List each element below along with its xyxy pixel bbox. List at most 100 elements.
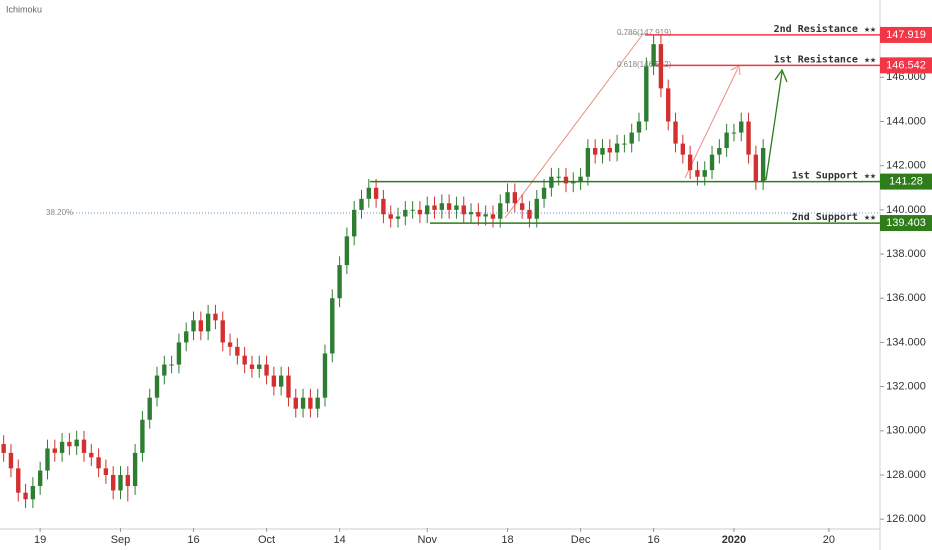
candle-body: [162, 364, 167, 376]
y-tick-label: 128.000: [886, 469, 926, 481]
candle-body: [629, 132, 634, 144]
candle-body: [680, 143, 686, 155]
fib-label: 0.618(146.542): [617, 60, 672, 69]
candle-body: [622, 143, 627, 145]
candle-body: [614, 143, 620, 153]
candle-body: [739, 121, 744, 133]
candle-body: [220, 320, 225, 343]
price-tag-label: 147.919: [886, 29, 926, 41]
candle-body: [410, 209, 415, 211]
level-label: 2nd Support ★★: [792, 212, 876, 223]
x-tick-label: 16: [187, 534, 199, 546]
candle-body: [468, 212, 474, 215]
x-tick-label: Oct: [258, 534, 275, 546]
level-label: 2nd Resistance ★★: [774, 23, 876, 35]
candle-body: [271, 375, 277, 387]
price-tag-label: 141.28: [889, 176, 923, 188]
y-tick-label: 138.000: [886, 248, 926, 260]
candle-body: [191, 320, 196, 332]
candle-body: [563, 176, 569, 184]
y-tick-label: 134.000: [886, 336, 926, 348]
x-tick-label: 19: [34, 534, 46, 546]
candle-body: [45, 448, 50, 471]
candle-body: [52, 448, 57, 453]
candle-body: [505, 192, 510, 204]
x-tick-label: Sep: [111, 534, 131, 546]
candle-body: [432, 205, 437, 210]
candle-body: [425, 205, 430, 215]
candle-body: [651, 44, 656, 67]
candle-body: [67, 441, 72, 447]
x-tick-label: Dec: [571, 534, 591, 546]
candle-body: [687, 154, 693, 171]
projection-arrow: [684, 67, 739, 179]
candle-body: [717, 148, 722, 155]
candle-body: [534, 198, 539, 219]
candle-body: [403, 209, 408, 217]
candle-body: [366, 187, 371, 199]
candle-body: [154, 375, 160, 398]
candle-body: [666, 88, 671, 122]
x-tick-label: 20: [823, 534, 835, 546]
candle-body: [8, 452, 14, 469]
candle-body: [176, 342, 182, 365]
price-tag: [880, 26, 932, 43]
candle-body: [227, 342, 233, 347]
candle-body: [300, 397, 306, 409]
candle-body: [140, 419, 145, 453]
candle-body: [541, 187, 547, 199]
candle-body: [278, 375, 284, 387]
candle-body: [476, 212, 481, 217]
candle-body: [454, 205, 459, 210]
candle-body: [439, 203, 445, 210]
candle-body: [242, 355, 247, 365]
candle-body: [600, 148, 605, 155]
y-tick-label: 126.000: [886, 513, 926, 525]
candle-body: [81, 439, 87, 453]
y-tick-label: 140.000: [886, 204, 926, 216]
candle-body: [695, 170, 700, 177]
candle-body: [352, 209, 357, 237]
candle-body: [760, 148, 766, 182]
candle-body: [147, 397, 152, 420]
candle-body: [96, 457, 101, 469]
candle-body: [169, 364, 174, 366]
candle-body: [322, 353, 328, 398]
candle-body: [264, 364, 269, 376]
candle-body: [702, 170, 707, 177]
candle-body: [490, 214, 496, 219]
candle-body: [395, 216, 401, 219]
price-tag: [880, 57, 932, 74]
candle-body: [337, 265, 342, 299]
fib-label: 38.20%: [46, 208, 73, 217]
y-tick-label: 144.000: [886, 115, 926, 127]
candle-body: [578, 176, 583, 182]
price-tag-label: 139.403: [886, 217, 926, 229]
candle-body: [23, 492, 28, 500]
candle-body: [709, 154, 715, 171]
target-arrow: [765, 71, 783, 181]
x-tick-label: 18: [501, 534, 513, 546]
x-tick-label: Nov: [417, 534, 437, 546]
candle-body: [111, 474, 116, 491]
candle-body: [89, 452, 94, 458]
candle-body: [527, 209, 532, 219]
y-tick-label: 136.000: [886, 292, 926, 304]
arrow-head: [774, 68, 788, 83]
candle-body: [74, 439, 79, 447]
candle-body: [59, 441, 65, 453]
candle-body: [330, 298, 335, 354]
candle-body: [37, 470, 43, 487]
candle-body: [359, 198, 364, 210]
candle-body: [512, 192, 518, 204]
candle-body: [461, 205, 466, 215]
candle-body: [373, 187, 379, 199]
candle-body: [724, 132, 729, 149]
candle-body: [636, 121, 642, 133]
candle-body: [132, 452, 138, 487]
candle-body: [753, 154, 759, 182]
candle-body: [483, 214, 488, 217]
level-label: 1st Support ★★: [792, 171, 876, 182]
candle-body: [381, 198, 386, 215]
